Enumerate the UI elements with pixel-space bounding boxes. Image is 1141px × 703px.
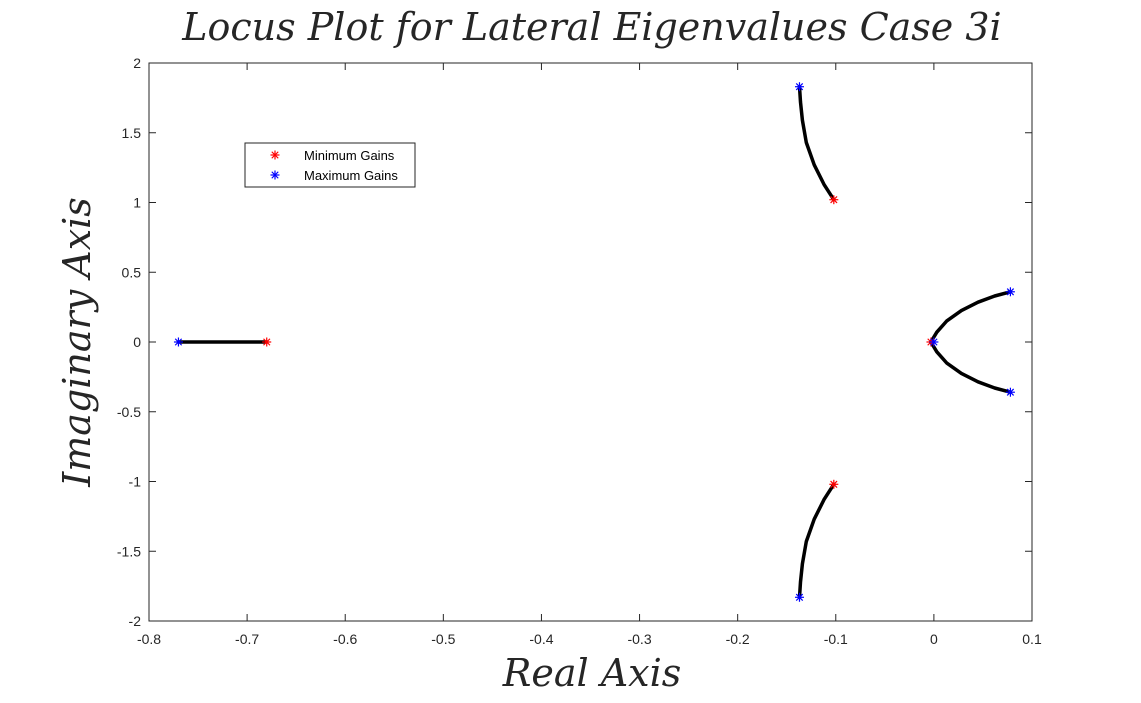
- marker-stroke: [795, 83, 804, 91]
- maximum-gains-marker: [794, 82, 804, 92]
- marker-stroke: [930, 338, 938, 346]
- x-axis-ticks: -0.8 -0.7 -0.6 -0.5 -0.4 -0.3 -0.2 -0.1 0 0.1: [137, 63, 1042, 647]
- marker-stroke: [795, 593, 804, 601]
- legend-marker: [270, 150, 280, 160]
- locus-lines: [176, 84, 1013, 600]
- marker-stroke: [271, 151, 279, 159]
- legend-label: Minimum Gains: [304, 148, 395, 163]
- x-tick-label: -0.8: [137, 631, 161, 647]
- legend-label: Maximum Gains: [304, 168, 398, 183]
- legend-box: [244, 142, 416, 188]
- x-tick-label: -0.5: [431, 631, 455, 647]
- y-tick-label: -1: [129, 474, 142, 490]
- data-markers: [173, 82, 1015, 602]
- marker-stroke: [263, 338, 271, 346]
- locus-line: [797, 482, 836, 600]
- legend-marker: [270, 170, 280, 180]
- marker-stroke: [271, 171, 279, 179]
- y-axis-ticks: -2 -1.5 -1 -0.5 0 0.5 1 1.5 2: [117, 55, 1032, 629]
- y-tick-label: 1: [133, 195, 141, 211]
- y-tick-label: -0.5: [117, 404, 141, 420]
- x-tick-label: -0.7: [235, 631, 259, 647]
- locus-line: [929, 340, 1013, 394]
- x-tick-label: -0.6: [333, 631, 357, 647]
- maximum-gains-marker: [1005, 287, 1015, 297]
- x-tick-label: -0.2: [726, 631, 750, 647]
- maximum-gains-marker: [1005, 387, 1015, 397]
- maximum-gains-marker: [929, 337, 939, 347]
- maximum-gains-marker: [794, 592, 804, 602]
- marker-stroke: [830, 480, 838, 488]
- chart-title: Locus Plot for Lateral Eigenvalues Case …: [181, 5, 1001, 49]
- marker-stroke: [1006, 288, 1015, 296]
- y-tick-label: 1.5: [122, 125, 142, 141]
- locus-line: [797, 84, 836, 202]
- x-tick-label: -0.4: [529, 631, 553, 647]
- marker-stroke: [1006, 388, 1015, 396]
- marker-stroke: [174, 338, 183, 346]
- marker-stroke: [830, 196, 838, 204]
- maximum-gains-marker: [173, 337, 183, 347]
- x-axis-title: Real Axis: [502, 651, 682, 695]
- x-tick-label: -0.1: [824, 631, 848, 647]
- y-tick-label: -2: [129, 613, 142, 629]
- x-tick-label: 0: [930, 631, 938, 647]
- locus-line: [929, 290, 1013, 344]
- y-tick-label: -1.5: [117, 543, 141, 559]
- minimum-gains-marker: [262, 337, 272, 347]
- minimum-gains-marker: [829, 479, 839, 489]
- y-tick-label: 2: [133, 55, 141, 71]
- y-tick-label: 0: [133, 334, 141, 350]
- y-axis-title: Imaginary Axis: [55, 197, 99, 488]
- x-tick-label: 0.1: [1022, 631, 1042, 647]
- minimum-gains-marker: [829, 195, 839, 205]
- y-tick-label: 0.5: [122, 264, 142, 280]
- legend: Minimum Gains Maximum Gains: [244, 142, 416, 188]
- x-tick-label: -0.3: [627, 631, 651, 647]
